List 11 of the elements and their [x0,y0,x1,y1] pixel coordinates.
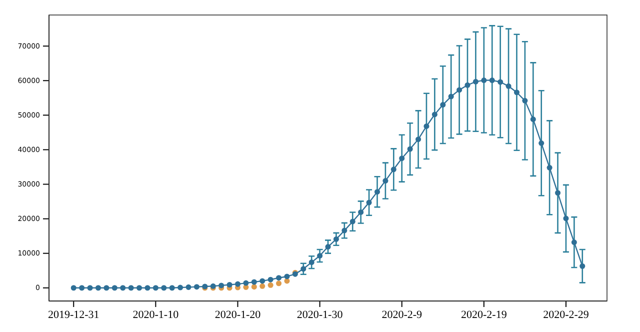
point [268,282,274,288]
point [276,280,282,286]
x-tick-label: 2020-2-9 [382,308,423,321]
x-tick-label: 2020-2-19 [461,308,508,321]
x-tick-label: 2020-1-10 [132,308,180,321]
point [251,284,257,290]
x-tick-label: 2020-1-20 [214,308,262,321]
x-tick-label: 2020-2-29 [543,308,590,321]
x-tick-label: 2019-12-31 [48,308,100,321]
x-tick-label: 2020-1-30 [296,308,344,321]
point [260,283,266,289]
